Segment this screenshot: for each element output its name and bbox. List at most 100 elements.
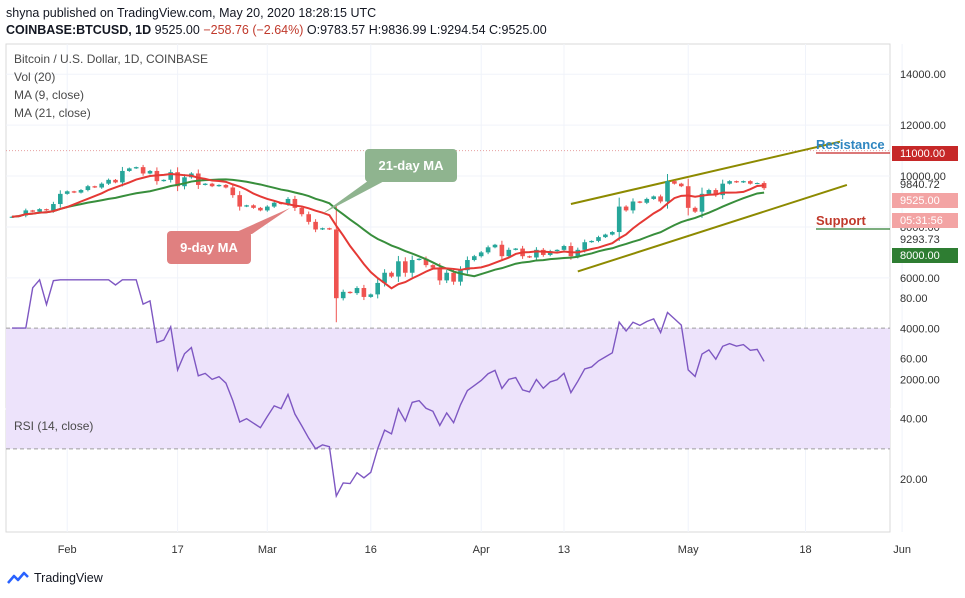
- candle: [396, 261, 401, 277]
- candle: [472, 256, 477, 261]
- legend-vol: Vol (20): [14, 70, 55, 84]
- candle: [99, 183, 104, 188]
- time-tick-label: 18: [799, 544, 811, 556]
- price-tick-label: 2000.00: [900, 375, 940, 387]
- candle: [196, 173, 201, 185]
- candle: [168, 172, 173, 180]
- tag-resistance: 11000.00: [900, 148, 945, 160]
- candle: [465, 260, 470, 271]
- candle: [734, 181, 739, 183]
- candle: [182, 177, 187, 187]
- candle: [582, 242, 587, 250]
- candle: [230, 187, 236, 196]
- time-tick-label: Jun: [893, 544, 911, 556]
- candle: [610, 232, 615, 235]
- legend-ma21: MA (21, close): [14, 106, 91, 120]
- last-price: 9525.00: [154, 23, 200, 37]
- candle: [458, 270, 463, 282]
- low: L:9294.54: [429, 23, 486, 37]
- ma21-callout-label: 21-day MA: [378, 158, 444, 173]
- candle: [313, 221, 318, 230]
- publish-info: shyna published on TradingView.com, May …: [6, 6, 377, 20]
- chart-title: Bitcoin / U.S. Dollar, 1D, COINBASE: [14, 52, 208, 66]
- candle: [720, 183, 725, 196]
- price-tick-label: 10000.00: [900, 171, 946, 183]
- time-tick-label: May: [678, 544, 699, 556]
- candle: [403, 261, 408, 273]
- candle: [37, 209, 42, 212]
- price-tick-label: 4000.00: [900, 324, 940, 336]
- price-tick-label: 6000.00: [900, 273, 940, 285]
- time-tick-label: Feb: [58, 544, 77, 556]
- tag-resistance-box: [892, 146, 958, 161]
- footer-brand: TradingView: [34, 571, 103, 585]
- candle: [347, 291, 353, 294]
- candle: [120, 170, 125, 183]
- candle: [568, 246, 574, 257]
- ma9-line: [11, 173, 765, 290]
- ma21-callout-box: [365, 149, 457, 182]
- tag-countdown: 05:31:56: [900, 215, 943, 227]
- candle: [216, 184, 222, 187]
- candle: [78, 190, 84, 193]
- tag-low: 9293.73: [900, 234, 940, 246]
- candle: [554, 249, 560, 252]
- candle: [485, 247, 491, 253]
- candle: [741, 181, 746, 183]
- ma9-callout-box: [167, 231, 251, 264]
- rsi-tick-label: 60.00: [900, 353, 928, 365]
- channel-lower-line: [577, 183, 848, 273]
- ma21-line: [11, 178, 765, 278]
- candle: [127, 168, 132, 171]
- candle: [175, 172, 180, 187]
- support-label: Support: [816, 213, 866, 228]
- candle: [623, 206, 629, 211]
- legend-rsi: RSI (14, close): [14, 419, 93, 433]
- candle: [416, 258, 422, 261]
- candle: [113, 179, 118, 183]
- tradingview-footer[interactable]: TradingView: [6, 571, 103, 585]
- candle: [672, 181, 677, 184]
- resistance-label: Resistance: [816, 137, 885, 152]
- change: −258.76 (−2.64%): [203, 23, 304, 37]
- candle: [451, 272, 456, 282]
- candle: [237, 195, 242, 207]
- candle: [223, 184, 229, 188]
- candle: [706, 190, 712, 194]
- candle: [409, 260, 415, 273]
- candle: [437, 267, 443, 281]
- rsi-tick-label: 40.00: [900, 414, 928, 426]
- tag-countdown-box: [892, 213, 958, 228]
- candle: [430, 265, 436, 268]
- candle: [651, 196, 656, 199]
- candle: [51, 204, 56, 211]
- candle: [265, 206, 270, 211]
- tag-support: 8000.00: [900, 250, 940, 262]
- candle: [713, 190, 719, 196]
- candle: [361, 288, 367, 297]
- close: C:9525.00: [489, 23, 547, 37]
- open: O:9783.57: [306, 23, 366, 37]
- candle: [754, 183, 760, 185]
- candle: [23, 210, 29, 216]
- candle: [499, 244, 505, 257]
- rsi-band: [6, 328, 890, 449]
- ohlc-line: COINBASE:BTCUSD, 1D 9525.00 −258.76 (−2.…: [6, 23, 547, 37]
- time-tick-label: 17: [171, 544, 183, 556]
- candle: [44, 209, 49, 211]
- tag-support-box: [892, 248, 958, 263]
- candle: [251, 205, 256, 208]
- candle: [292, 198, 298, 208]
- candle: [492, 244, 498, 248]
- candle: [244, 205, 249, 207]
- candle: [92, 186, 98, 188]
- ma21-callout: 21-day MA: [322, 149, 457, 214]
- candle: [637, 201, 643, 203]
- candle: [748, 181, 753, 184]
- candle: [299, 207, 305, 215]
- rsi-tick-label: 80.00: [900, 293, 928, 305]
- price-tick-label: 12000.00: [900, 120, 946, 132]
- candle: [375, 282, 380, 295]
- candle: [71, 191, 77, 193]
